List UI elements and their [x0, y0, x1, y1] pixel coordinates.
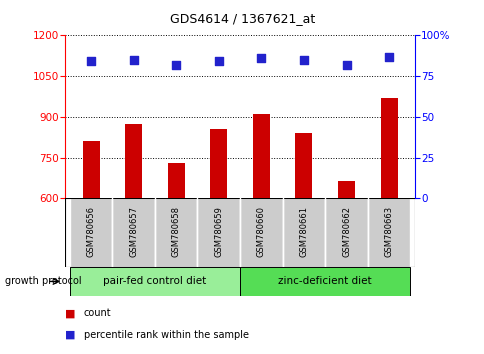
Bar: [70, 267, 240, 296]
Bar: [240, 267, 409, 296]
Text: GSM780663: GSM780663: [384, 206, 393, 257]
Bar: [337, 181, 354, 198]
Bar: [167, 163, 184, 198]
Text: GSM780661: GSM780661: [299, 206, 308, 257]
Text: ■: ■: [65, 308, 76, 318]
Bar: [70, 198, 112, 267]
Text: GSM780659: GSM780659: [214, 206, 223, 257]
Text: growth protocol: growth protocol: [5, 276, 81, 286]
Text: pair-fed control diet: pair-fed control diet: [103, 276, 206, 286]
Bar: [82, 141, 99, 198]
Bar: [210, 129, 227, 198]
Text: count: count: [84, 308, 111, 318]
Bar: [282, 198, 325, 267]
Point: [129, 57, 137, 63]
Point: [342, 62, 350, 68]
Bar: [154, 198, 197, 267]
Bar: [325, 198, 367, 267]
Point: [214, 59, 222, 64]
Bar: [125, 124, 142, 198]
Point: [87, 59, 95, 64]
Text: percentile rank within the sample: percentile rank within the sample: [84, 330, 248, 339]
Point: [300, 57, 307, 63]
Point: [257, 55, 265, 61]
Text: GSM780660: GSM780660: [257, 206, 265, 257]
Bar: [367, 198, 409, 267]
Bar: [252, 114, 269, 198]
Text: GSM780658: GSM780658: [171, 206, 181, 257]
Text: ■: ■: [65, 330, 76, 339]
Bar: [112, 198, 154, 267]
Bar: [240, 198, 282, 267]
Text: GSM780656: GSM780656: [86, 206, 95, 257]
Point: [384, 54, 392, 59]
Text: GSM780662: GSM780662: [341, 206, 350, 257]
Bar: [197, 198, 240, 267]
Text: GSM780657: GSM780657: [129, 206, 138, 257]
Point: [172, 62, 180, 68]
Bar: [380, 98, 397, 198]
Bar: [295, 133, 312, 198]
Text: zinc-deficient diet: zinc-deficient diet: [278, 276, 371, 286]
Text: GDS4614 / 1367621_at: GDS4614 / 1367621_at: [169, 12, 315, 25]
